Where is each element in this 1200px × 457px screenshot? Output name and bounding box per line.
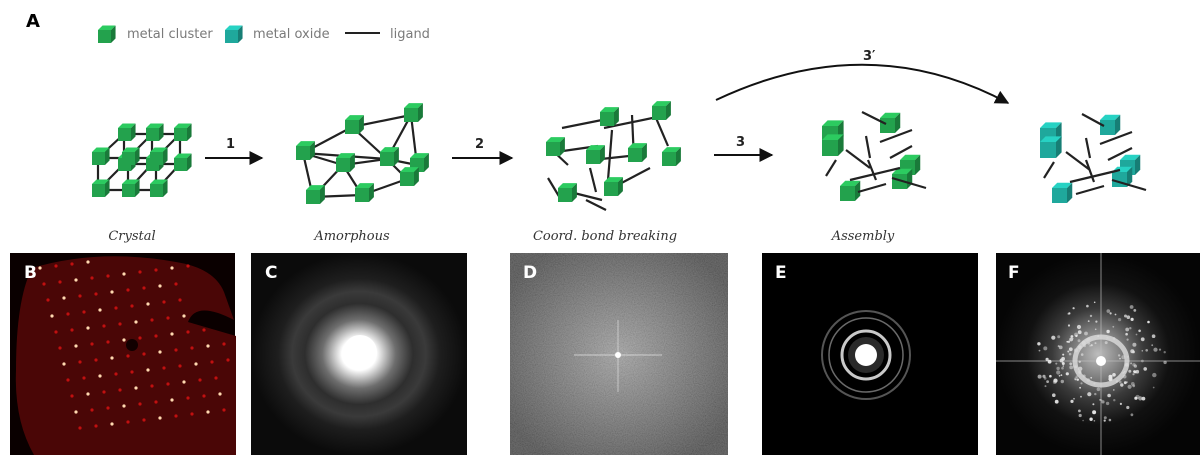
metal-oxide-cube — [1100, 114, 1121, 135]
image-panel-d: D — [510, 253, 728, 455]
ligand-line — [891, 176, 927, 190]
ligand-line — [1043, 161, 1055, 179]
metal-cluster-cube — [336, 153, 355, 172]
image-panel-f: F — [996, 253, 1200, 455]
panel-a-letter: A — [26, 11, 40, 32]
metal-cluster-cube — [558, 183, 577, 202]
caption-assembly: Assembly — [831, 229, 895, 244]
ligand-line — [1065, 151, 1091, 171]
panel-f-letter: F — [1008, 263, 1020, 283]
ligand-line — [654, 117, 670, 147]
metal-cluster-cube — [840, 180, 861, 201]
image-panel-e: E — [762, 253, 978, 455]
ligand-line — [879, 128, 913, 144]
legend: metal cluster metal oxide ligand — [98, 25, 430, 43]
legend-label-metal-cluster: metal cluster — [127, 27, 213, 42]
metal-cluster-cube — [174, 153, 192, 171]
metal-cluster-cube — [92, 147, 110, 165]
ligand-line — [1099, 130, 1133, 146]
metal-cluster-cube — [174, 123, 192, 141]
teal-cube-icon — [225, 25, 243, 43]
caption-crystal: Crystal — [108, 229, 155, 244]
metal-cluster-cube — [404, 103, 423, 122]
ligand-line — [866, 159, 878, 181]
metal-cluster-cube — [122, 147, 140, 165]
metal-cluster-cube — [92, 179, 110, 197]
green-cube-icon — [98, 25, 116, 43]
ligand-line — [1069, 168, 1121, 184]
metal-cluster-cube — [628, 143, 647, 162]
panel-d-letter: D — [523, 263, 537, 283]
caption-bond-breaking: Coord. bond breaking — [533, 229, 677, 244]
metal-cluster-cube — [118, 123, 136, 141]
metal-cluster-cube — [345, 115, 364, 134]
ligand-line — [1084, 137, 1092, 159]
assembly-oxide-structure — [1040, 113, 1147, 203]
panel-b-letter: B — [24, 263, 37, 283]
legend-label-ligand: ligand — [390, 27, 430, 42]
metal-cluster-cube — [380, 147, 399, 166]
panel-c-letter: C — [265, 263, 277, 283]
image-panel-c: C — [251, 253, 467, 455]
ligand-line — [857, 182, 887, 194]
step-3-prime-label: 3′ — [863, 49, 876, 64]
caption-amorphous: Amorphous — [313, 229, 390, 244]
ligand-line — [825, 159, 837, 177]
bond-breaking-structure — [546, 101, 681, 211]
metal-cluster-cube — [400, 167, 419, 186]
step-3-prime-arrow — [715, 63, 1010, 104]
metal-oxide-cube — [225, 25, 243, 43]
metal-cluster-cube — [296, 141, 315, 160]
step-1-label: 1 — [226, 137, 235, 152]
metal-cluster-cube — [122, 179, 140, 197]
legend-label-metal-oxide: metal oxide — [253, 27, 330, 42]
ligand-line — [889, 145, 913, 159]
metal-cluster-cube — [150, 179, 168, 197]
ligand-line — [1107, 147, 1133, 161]
metal-cluster-cube — [600, 107, 619, 126]
metal-cluster-cube — [306, 185, 325, 204]
metal-cluster-cube — [586, 145, 605, 164]
metal-oxide-cube — [1052, 182, 1073, 203]
ligand-line — [588, 167, 598, 193]
metal-cluster-cube — [150, 147, 168, 165]
metal-oxide-cube — [1040, 136, 1062, 158]
metal-cluster-cube — [604, 177, 623, 196]
ligand-line — [1081, 113, 1105, 127]
panel-e-letter: E — [775, 263, 787, 283]
ligand-line — [1084, 159, 1096, 183]
metal-cluster-cube — [652, 101, 671, 120]
ligand-line — [606, 129, 614, 181]
step-2-label: 2 — [475, 137, 484, 152]
ligand-line — [585, 199, 607, 211]
amorphous-structure — [296, 103, 429, 204]
diffraction-spots — [38, 260, 230, 430]
step-3-label: 3 — [736, 135, 745, 150]
ligand-line — [861, 111, 887, 125]
assembly-cluster-structure — [822, 111, 927, 201]
ligand-line — [1075, 184, 1105, 196]
metal-cluster-cube — [146, 123, 164, 141]
ligand-line — [864, 135, 872, 159]
crystal-structure — [92, 123, 192, 197]
metal-cluster-cube — [355, 183, 374, 202]
metal-cluster-cube — [98, 25, 116, 43]
ligand-line — [845, 149, 871, 169]
metal-cluster-cube — [546, 137, 565, 156]
ligand-line — [1111, 178, 1147, 192]
ligand-line — [849, 166, 901, 182]
metal-cluster-cube — [822, 134, 844, 156]
metal-cluster-cube — [662, 147, 681, 166]
metal-cluster-cube — [892, 168, 913, 189]
image-panel-b: B — [10, 253, 237, 455]
